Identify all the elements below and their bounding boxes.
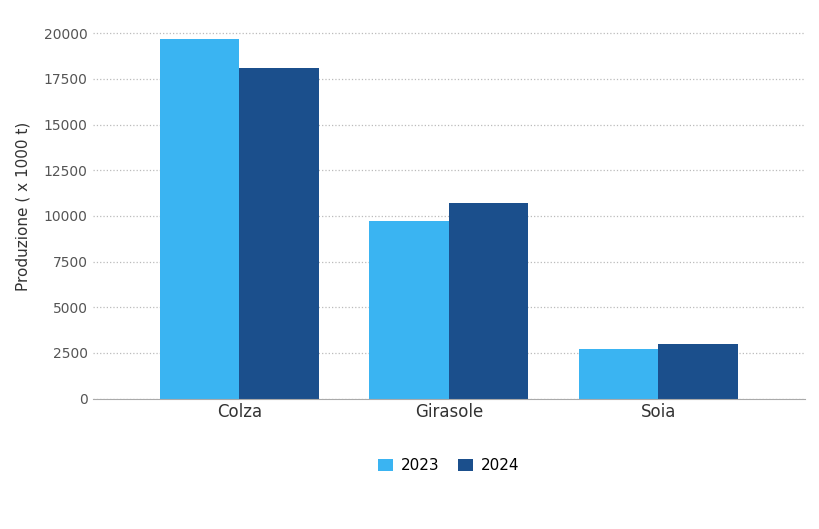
Bar xyxy=(239,68,319,398)
Bar xyxy=(658,344,737,398)
Bar xyxy=(369,221,448,398)
Legend: 2023, 2024: 2023, 2024 xyxy=(372,452,525,479)
Bar xyxy=(160,39,239,398)
Bar xyxy=(578,349,658,398)
Bar xyxy=(448,203,527,398)
Y-axis label: Produzione ( x 1000 t): Produzione ( x 1000 t) xyxy=(15,122,30,291)
